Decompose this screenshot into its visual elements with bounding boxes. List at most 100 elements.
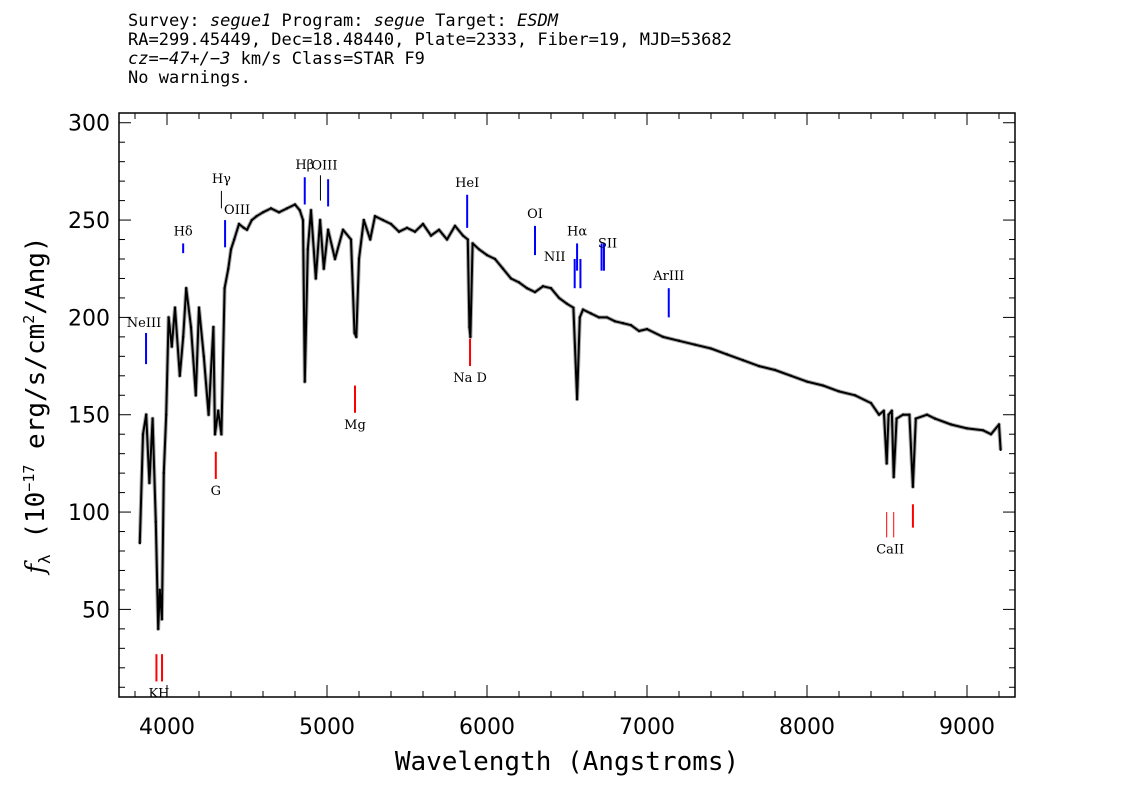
spectrum-point: [965, 427, 969, 430]
spectrum-point: [301, 218, 305, 222]
spectrum-point: [477, 248, 481, 251]
spectrum-point: [677, 339, 681, 342]
plot-frame: [118, 112, 1016, 698]
spectrum-point: [237, 222, 241, 226]
spectrum-point: [326, 228, 330, 231]
spectrum-point: [933, 417, 937, 420]
spectrum-point: [269, 207, 273, 210]
x-axis-label: Wavelength (Angstroms): [395, 747, 739, 777]
spectrum-point: [908, 413, 911, 416]
spectrum-point: [471, 242, 474, 245]
spectrum-point: [245, 228, 249, 231]
y-tick-label: 300: [68, 112, 110, 137]
spectrum-point: [303, 380, 306, 383]
spectrum-point: [853, 394, 857, 397]
x-tick-label: 9000: [939, 715, 995, 740]
spectrum-point: [148, 481, 151, 485]
spectrum-point: [517, 281, 521, 284]
spectrum-point: [453, 224, 457, 228]
spectrum-point: [469, 335, 472, 339]
spectrum-point: [242, 226, 245, 230]
spectrum-point: [170, 345, 173, 348]
spectrum-point: [661, 335, 665, 339]
header-line-warnings: No warnings.: [128, 68, 251, 88]
spectrum-point: [877, 413, 881, 416]
absorption-line-label: KH: [148, 686, 169, 701]
spectrum-point: [757, 364, 761, 368]
spectrum-point: [493, 257, 497, 261]
spectrum-point: [637, 329, 641, 333]
spectrum-point: [158, 588, 161, 592]
spectrum-point: [160, 617, 164, 621]
spectrum-point: [468, 325, 471, 329]
spectrum-point: [369, 238, 372, 241]
spectrum-point: [233, 238, 236, 241]
spectrum-point: [557, 296, 561, 300]
class-text: km/s Class=STAR F9: [230, 49, 425, 69]
spectrum-point: [389, 222, 393, 226]
target-value: ESDM: [516, 11, 558, 31]
spectrum-point: [314, 277, 317, 280]
spectrum-point: [373, 214, 377, 218]
spectrum-point: [181, 335, 185, 339]
program-value: segue: [373, 11, 425, 31]
survey-value: segue1: [209, 11, 272, 31]
spectrum-point: [362, 218, 365, 222]
y-tick-label: 100: [68, 501, 110, 526]
spectrum-point: [925, 413, 929, 416]
spectrum-point: [693, 343, 697, 346]
spectrum-point: [421, 222, 425, 226]
y-tick-label: 150: [68, 404, 110, 429]
spectrum-point: [821, 384, 825, 387]
spectrum-point: [741, 359, 745, 362]
spectrum-point: [298, 209, 301, 212]
spectrum-point: [250, 218, 253, 222]
spectrum-point: [322, 267, 325, 270]
spectrum-point: [999, 448, 1002, 451]
spectrum-point: [207, 413, 210, 416]
header-line-redshift: cz=−47+/−3 km/s Class=STAR F9: [128, 50, 1118, 69]
spectrum-point: [981, 429, 985, 432]
spectrum-point: [318, 218, 322, 222]
spectrum-point: [949, 423, 953, 426]
line-markers: NeIIIHδHγOIIIHβOIIIHeIOINIIHαSIIArIIIKHG…: [127, 158, 914, 701]
spectrum-point: [213, 433, 217, 436]
spectrum-point: [138, 542, 141, 545]
spectrum-point: [805, 380, 809, 383]
x-tick-label: 7000: [619, 715, 675, 740]
spectrum-point: [397, 230, 401, 233]
spectrum-point: [255, 214, 258, 218]
spectrum-point: [541, 285, 545, 288]
spectrum-point: [173, 306, 177, 309]
emission-line-label: OI: [527, 207, 543, 222]
spectrum-point: [461, 234, 465, 237]
y-axis-label: fλ (10−17 erg/s/cm2/Ang): [20, 236, 54, 575]
spectrum-point: [525, 287, 529, 290]
emission-line-label: NII: [544, 250, 566, 265]
spectrum-point: [357, 257, 361, 261]
spectrum-point: [914, 417, 917, 420]
spectrum-header: Survey: segue1 Program: segue Target: ES…: [128, 12, 1118, 88]
spectrum-point: [405, 226, 409, 230]
spectrum-point: [575, 397, 579, 401]
spectrum-point: [261, 211, 265, 214]
spectrum-point: [157, 627, 160, 631]
spectrum-point: [162, 471, 165, 475]
spectrum-point: [194, 394, 197, 397]
spectrum-point: [485, 253, 489, 257]
absorption-line-label: Na D: [453, 371, 487, 386]
y-tick-label: 250: [68, 209, 110, 234]
spectrum-point: [151, 417, 154, 420]
header-line-survey: Survey: segue1 Program: segue Target: ES…: [128, 12, 1118, 31]
spectrum-line: [138, 203, 1002, 630]
spectrum-point: [277, 211, 281, 214]
absorption-line-label: CaII: [876, 542, 904, 557]
spectrum-point: [217, 409, 220, 413]
spectrum-point: [621, 322, 625, 325]
spectrum-point: [309, 209, 313, 212]
spectrum-point: [227, 267, 230, 270]
spectrum-point: [185, 287, 188, 290]
spectrum-point: [892, 475, 895, 479]
emission-line-label: HeI: [455, 176, 479, 191]
